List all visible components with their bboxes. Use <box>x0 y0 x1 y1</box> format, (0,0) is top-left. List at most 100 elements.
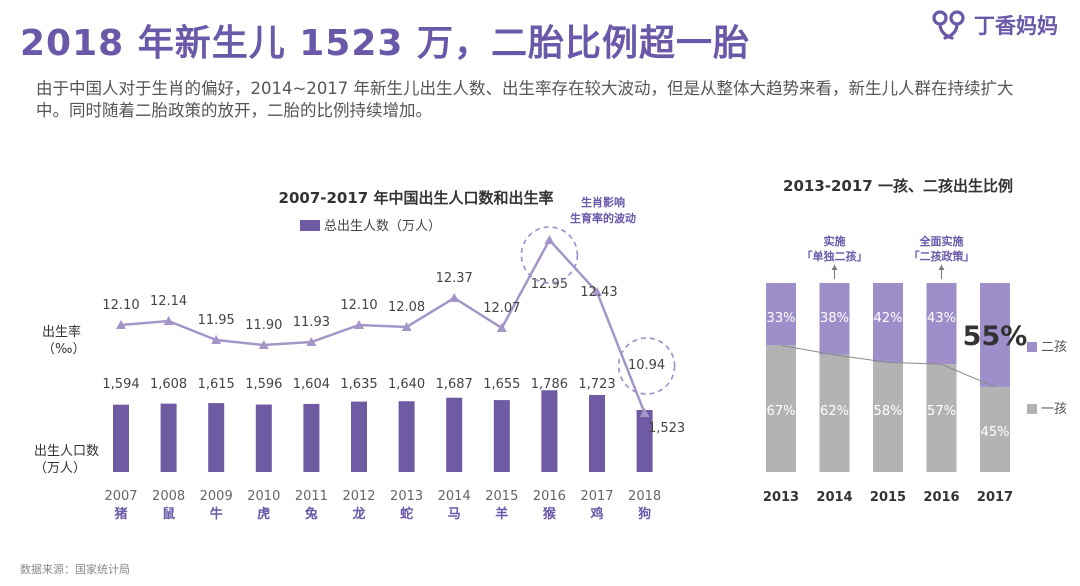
child-ratio-chart: 2013-2017 一孩、二孩出生比例 33% 67% 2013 38% 62% 2014 4… <box>763 177 1067 505</box>
rate-value-label: 12.08 <box>388 300 425 315</box>
bar-2012 <box>351 401 367 472</box>
bar-2017 <box>589 395 605 472</box>
rate-marker <box>306 337 317 346</box>
bar-second-child-2017 <box>980 283 1010 387</box>
chart-title: 2007-2017 年中国出生人口数和出生率 <box>279 189 554 207</box>
zodiac-label: 猴 <box>543 506 557 522</box>
bar-2018 <box>636 410 653 472</box>
bar-value-label: 1,596 <box>245 377 282 392</box>
year-tick-label: 2015 <box>485 489 518 504</box>
chart-title: 2013-2017 一孩、二孩出生比例 <box>783 177 1013 195</box>
year-tick-label: 2016 <box>533 489 566 504</box>
highlight-circle-2018 <box>617 337 676 395</box>
rate-marker <box>401 322 412 331</box>
legend-swatch <box>300 220 320 231</box>
second-child-label: 43% <box>927 311 956 326</box>
rate-value-label: 11.90 <box>245 318 282 333</box>
rate-marker <box>163 316 174 325</box>
rate-marker <box>211 335 222 344</box>
rate-marker <box>639 408 650 417</box>
bar-2015 <box>493 400 510 472</box>
bar-value-label: 1,635 <box>340 377 377 392</box>
zodiac-label: 兔 <box>304 506 318 522</box>
ratio-connector-line <box>780 344 996 388</box>
bar-value-label: 1,786 <box>531 377 568 392</box>
bar-2016 <box>541 390 558 472</box>
bar-2008 <box>160 403 177 472</box>
rate-value-label: 12.37 <box>436 271 473 286</box>
zodiac-label: 蛇 <box>400 506 413 522</box>
second-child-label: 42% <box>874 311 903 326</box>
brand-name: 丁香妈妈 <box>974 14 1058 38</box>
first-child-label: 58% <box>874 404 903 419</box>
bar-value-label: 1,640 <box>388 377 425 392</box>
bar-value-label: 1,655 <box>483 377 520 392</box>
bar-value-label: 1,523 <box>648 421 685 436</box>
year-tick-label: 2016 <box>923 490 959 505</box>
zodiac-label: 狗 <box>638 506 651 522</box>
year-tick-label: 2018 <box>628 489 661 504</box>
description-text: 由于中国人对于生肖的偏好，2014~2017 年新生儿出生人数、出生率存在较大波… <box>36 79 1014 120</box>
bar-first-child-2017 <box>980 386 1010 472</box>
year-tick-label: 2011 <box>295 489 328 504</box>
second-child-label: 33% <box>767 311 796 326</box>
bar-2010 <box>255 404 272 472</box>
policy-annotation: 全面实施「二孩政策」 <box>909 234 975 263</box>
year-tick-label: 2009 <box>200 489 233 504</box>
rate-marker <box>496 323 507 332</box>
first-child-label: 67% <box>767 404 796 419</box>
rate-marker <box>592 287 602 296</box>
bar-value-label: 1,604 <box>293 377 330 392</box>
rate-marker <box>258 340 269 349</box>
brand-logo-icon <box>932 10 965 40</box>
year-tick-label: 2017 <box>977 490 1013 505</box>
second-child-label: 38% <box>820 311 849 326</box>
bar-value-label: 1,594 <box>102 377 139 392</box>
zodiac-label: 猪 <box>113 506 127 522</box>
bar-value-label: 1,723 <box>578 377 615 392</box>
rate-value-label: 12.43 <box>580 285 617 300</box>
brand-logo: 丁香妈妈 <box>930 8 1058 42</box>
rate-marker <box>544 235 555 244</box>
bar-second-child-2016 <box>926 283 957 365</box>
bar-first-child-2014 <box>819 354 850 472</box>
highlight-circle-2016 <box>520 226 579 284</box>
count-axis-label: 出生人口数（万人） <box>34 444 99 476</box>
rate-value-label: 10.94 <box>628 358 665 373</box>
zodiac-label: 龙 <box>352 506 365 522</box>
legend-label-second: 二孩 <box>1041 340 1067 355</box>
rate-value-label: 11.93 <box>293 315 330 330</box>
rate-value-label: 12.10 <box>102 298 139 313</box>
legend-swatch-second <box>1027 342 1037 352</box>
annotation-text: 生肖影响生育率的波动 <box>570 195 636 225</box>
zodiac-label: 羊 <box>495 506 508 522</box>
year-tick-label: 2008 <box>152 489 185 504</box>
policy-arrow-head <box>831 265 838 270</box>
year-tick-label: 2014 <box>438 489 471 504</box>
bar-2011 <box>303 403 320 472</box>
zodiac-label: 鸡 <box>589 506 603 522</box>
bar-second-child-2013 <box>766 283 796 346</box>
first-child-label: 57% <box>927 404 956 419</box>
zodiac-label: 虎 <box>257 506 270 522</box>
bar-2014 <box>446 397 463 472</box>
policy-annotation: 实施「单独二孩」 <box>802 234 868 263</box>
bar-2007 <box>113 404 129 472</box>
year-tick-label: 2013 <box>763 490 799 505</box>
rate-line <box>120 237 646 414</box>
rate-value-label: 11.95 <box>198 313 235 328</box>
year-tick-label: 2012 <box>342 489 375 504</box>
legend-label-first: 一孩 <box>1041 402 1067 417</box>
bar-second-child-2015 <box>873 283 903 363</box>
first-child-label: 62% <box>820 404 849 419</box>
page-title: 2018 年新生儿 1523 万，二胎比例超一胎 <box>20 23 750 64</box>
rate-value-label: 12.14 <box>150 294 187 309</box>
second-child-label: 55% <box>963 321 1028 352</box>
legend-label: 总出生人数（万人） <box>324 219 441 234</box>
bar-value-label: 1,687 <box>436 377 473 392</box>
rate-axis-label: 出生率（‰） <box>42 324 85 357</box>
zodiac-label: 马 <box>448 507 461 522</box>
rate-value-label: 12.10 <box>340 298 377 313</box>
rate-marker <box>449 293 460 302</box>
